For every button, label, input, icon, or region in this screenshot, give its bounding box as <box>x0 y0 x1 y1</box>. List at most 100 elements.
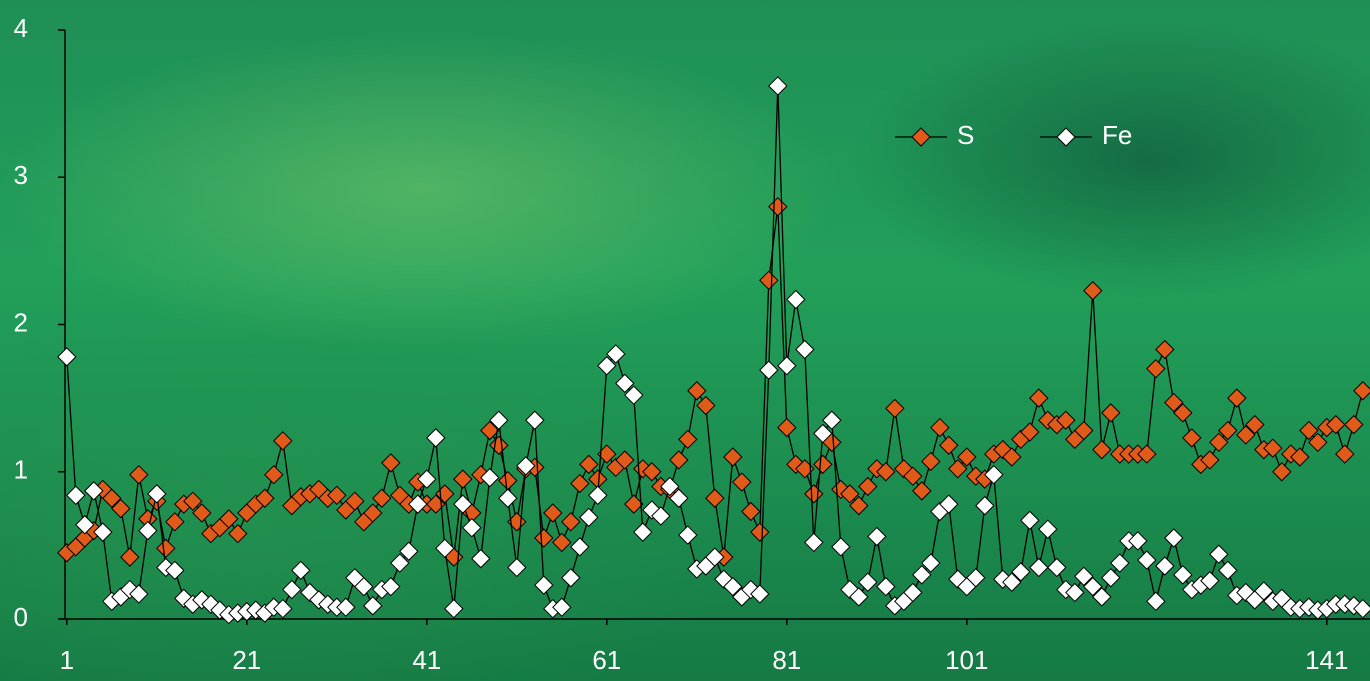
point <box>535 529 553 547</box>
x-tick-label: 141 <box>1305 645 1348 675</box>
point <box>751 523 769 541</box>
x-tick-label: 41 <box>412 645 441 675</box>
point <box>1183 429 1201 447</box>
point <box>679 526 697 544</box>
point <box>553 533 571 551</box>
x-tick-label: 1 <box>60 645 74 675</box>
point <box>58 348 76 366</box>
x-tick-label: 101 <box>945 645 988 675</box>
point <box>472 550 490 568</box>
point <box>733 473 751 491</box>
point <box>535 576 553 594</box>
y-tick-label: 4 <box>14 13 28 43</box>
point <box>688 382 706 400</box>
y-tick-label: 0 <box>14 602 28 632</box>
point <box>877 578 895 596</box>
point <box>1138 551 1156 569</box>
point <box>769 77 787 95</box>
point <box>562 569 580 587</box>
point <box>1039 520 1057 538</box>
point <box>814 455 832 473</box>
point <box>562 513 580 531</box>
point <box>373 489 391 507</box>
point <box>706 489 724 507</box>
point <box>805 533 823 551</box>
point <box>580 508 598 526</box>
point <box>634 523 652 541</box>
point <box>670 451 688 469</box>
point <box>571 538 589 556</box>
point <box>1228 389 1246 407</box>
point <box>139 522 157 540</box>
point <box>427 429 445 447</box>
point <box>1030 389 1048 407</box>
point <box>526 411 544 429</box>
point <box>1156 557 1174 575</box>
chart: 01234121416181101141SFe <box>0 0 1370 681</box>
point <box>463 519 481 537</box>
point <box>913 482 931 500</box>
point <box>121 548 139 566</box>
y-tick-label: 3 <box>14 160 28 190</box>
point <box>976 497 994 515</box>
legend-label: Fe <box>1102 120 1132 150</box>
point <box>364 597 382 615</box>
point <box>832 538 850 556</box>
point <box>1210 545 1228 563</box>
point <box>1219 561 1237 579</box>
y-tick-label: 1 <box>14 455 28 485</box>
point <box>796 341 814 359</box>
point <box>580 455 598 473</box>
point <box>1030 558 1048 576</box>
point <box>130 466 148 484</box>
point <box>292 561 310 579</box>
point <box>1102 569 1120 587</box>
point <box>1345 416 1363 434</box>
point <box>769 198 787 216</box>
x-tick-label: 21 <box>232 645 261 675</box>
point <box>1111 554 1129 572</box>
x-tick-label: 61 <box>592 645 621 675</box>
legend-marker <box>1057 128 1075 146</box>
point <box>499 472 517 490</box>
point <box>931 419 949 437</box>
point <box>544 504 562 522</box>
point <box>679 430 697 448</box>
point <box>724 448 742 466</box>
point <box>697 396 715 414</box>
point <box>922 452 940 470</box>
point <box>571 475 589 493</box>
point <box>1156 341 1174 359</box>
point <box>742 503 760 521</box>
point <box>787 290 805 308</box>
point <box>1021 511 1039 529</box>
point <box>1147 360 1165 378</box>
point <box>760 271 778 289</box>
point <box>589 470 607 488</box>
point <box>1336 445 1354 463</box>
point <box>1273 463 1291 481</box>
point <box>940 436 958 454</box>
legend-marker <box>912 128 930 146</box>
legend-label: S <box>957 120 974 150</box>
point <box>445 600 463 618</box>
point <box>490 436 508 454</box>
point <box>157 539 175 557</box>
point <box>1165 529 1183 547</box>
point <box>265 466 283 484</box>
point <box>778 419 796 437</box>
point <box>166 513 184 531</box>
point <box>508 558 526 576</box>
point <box>454 470 472 488</box>
point <box>805 485 823 503</box>
point <box>1093 441 1111 459</box>
point <box>1048 558 1066 576</box>
point <box>886 399 904 417</box>
point <box>1147 592 1165 610</box>
point <box>868 528 886 546</box>
point <box>1084 282 1102 300</box>
point <box>67 486 85 504</box>
point <box>1354 382 1370 400</box>
point <box>499 489 517 507</box>
point <box>589 486 607 504</box>
